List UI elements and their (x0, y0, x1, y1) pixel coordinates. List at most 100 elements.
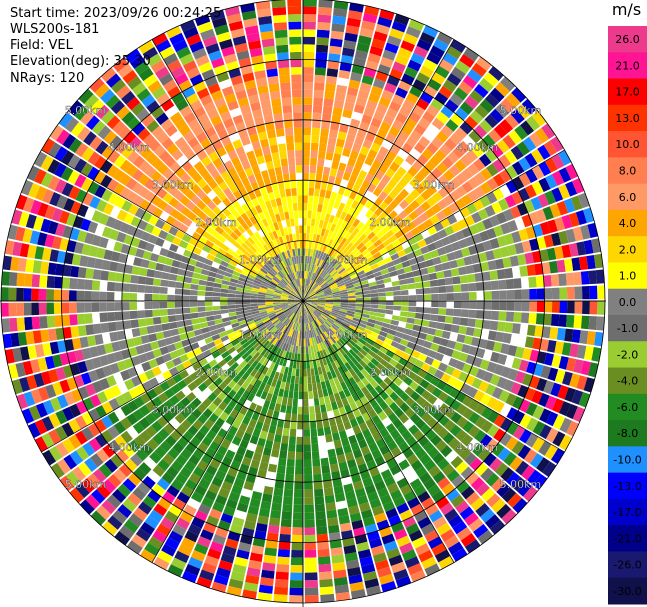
radar-gate (76, 230, 88, 243)
radar-gate (304, 331, 307, 339)
radar-gate (478, 380, 490, 393)
radar-gate (357, 186, 367, 197)
radar-gate (315, 309, 322, 315)
radar-gate (124, 458, 138, 472)
radar-gate (106, 281, 116, 292)
radar-gate (492, 173, 505, 187)
radar-gate (308, 195, 314, 204)
radar-gate (401, 366, 411, 376)
radar-gate (257, 296, 266, 300)
radar-gate (181, 339, 191, 347)
radar-gate (314, 352, 319, 360)
radar-gate (242, 589, 257, 600)
radar-gate (372, 187, 383, 197)
radar-gate (312, 283, 319, 290)
radar-gate (310, 297, 318, 300)
radar-gate (596, 316, 605, 331)
radar-gate (261, 265, 270, 273)
radar-gate (369, 311, 378, 317)
radar-gate (76, 302, 85, 313)
radar-gate (37, 386, 50, 402)
radar-gate (338, 347, 346, 356)
radar-gate (146, 120, 160, 133)
radar-gate (591, 347, 602, 362)
radar-gate (240, 534, 253, 545)
radar-gate (246, 200, 255, 210)
radar-gate (428, 465, 441, 478)
radar-gate (304, 263, 307, 271)
radar-gate (289, 344, 294, 353)
radar-gate (119, 159, 132, 173)
radar-gate (24, 316, 33, 331)
radar-gate (105, 73, 122, 88)
radar-gate (279, 450, 288, 459)
radar-gate (542, 206, 554, 221)
radar-gate (147, 489, 161, 503)
radar-gate (370, 142, 381, 153)
radar-gate (303, 134, 311, 143)
radar-gate (133, 257, 143, 267)
radar-gate (364, 402, 373, 412)
radar-gate (258, 584, 274, 594)
radar-gate (475, 310, 484, 319)
radar-gate (344, 362, 352, 371)
radar-gate (297, 301, 303, 307)
radar-gate (451, 474, 465, 488)
radar-gate (213, 282, 222, 289)
radar-gate (371, 545, 385, 556)
radar-gate (238, 153, 248, 164)
radar-gate (453, 292, 462, 301)
radar-gate (185, 189, 196, 200)
radar-gate (369, 498, 382, 509)
radar-gate (180, 448, 193, 460)
radar-gate (59, 352, 70, 366)
radar-gate (113, 241, 124, 253)
radar-gate (415, 288, 424, 295)
radar-gate (497, 353, 508, 366)
radar-gate (316, 291, 325, 296)
radar-gate (442, 206, 453, 218)
radar-gate (345, 282, 354, 287)
radar-gate (383, 433, 394, 445)
radar-gate (398, 105, 412, 118)
radar-gate (514, 242, 525, 255)
radar-gate (269, 223, 276, 233)
radar-gate (442, 432, 455, 445)
radar-gate (440, 502, 454, 516)
radar-gate (365, 325, 374, 332)
radar-gate (322, 332, 328, 341)
radar-gate (314, 328, 319, 337)
radar-gate (358, 121, 370, 132)
radar-gate (410, 226, 421, 237)
radar-gate (202, 35, 218, 48)
radar-gate (391, 315, 400, 321)
radar-gate (491, 477, 505, 492)
radar-gate (214, 278, 223, 284)
radar-gate (47, 262, 57, 275)
radar-gate (157, 415, 169, 428)
radar-gate (126, 225, 138, 237)
radar-gate (355, 399, 364, 409)
radar-gate (59, 475, 75, 492)
radar-gate (276, 322, 283, 330)
radar-gate (166, 377, 177, 388)
colorbar-tick-label: -30.0 (613, 585, 641, 598)
radar-gate (116, 85, 131, 100)
radar-gate (213, 216, 223, 226)
radar-gate (451, 241, 461, 252)
radar-gate (319, 316, 326, 323)
radar-gate (412, 79, 427, 92)
radar-gate (242, 328, 251, 335)
radar-gate (197, 413, 208, 425)
radar-gate (8, 287, 17, 301)
radar-gate (378, 247, 388, 256)
radar-gate (208, 151, 220, 162)
radar-gate (169, 243, 179, 253)
radar-gate (228, 285, 237, 291)
radar-gate (128, 203, 139, 216)
radar-gate (190, 549, 206, 562)
radar-gate (455, 500, 470, 514)
radar-gate (151, 420, 163, 433)
radar-gate (362, 477, 374, 488)
radar-gate (403, 33, 419, 46)
